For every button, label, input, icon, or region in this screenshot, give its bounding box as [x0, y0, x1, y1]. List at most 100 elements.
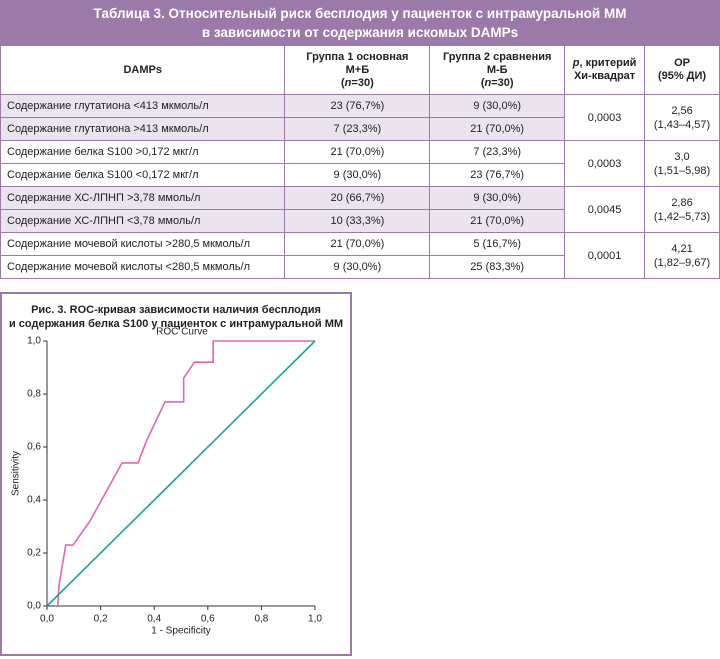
table-cell: 23 (76,7%) — [429, 163, 566, 187]
header-line: Группа 1 основная — [306, 50, 409, 63]
or-line: (1,51–5,98) — [653, 164, 711, 177]
table-row: Содержание белка S100 <0,172 мкг/л 9 (30,… — [0, 163, 720, 187]
header-line: Группа 2 сравнения — [442, 50, 552, 63]
table-cell: Содержание ХС-ЛПНП >3,78 ммоль/л — [0, 186, 286, 210]
table-cell: 9 (30,0%) — [284, 163, 431, 187]
row-group: Содержание глутатиона <413 мкмоль/л 23 (7… — [0, 94, 720, 141]
or-cell: 2,56 (1,43–4,57) — [644, 94, 720, 141]
p-cell: 0,0001 — [564, 232, 646, 279]
header-text: n — [344, 76, 352, 89]
header-line: (95% ДИ) — [657, 70, 707, 82]
table-cell: 9 (30,0%) — [429, 186, 566, 210]
or-line: (1,82–9,67) — [653, 256, 711, 269]
p-cell: 0,0045 — [564, 186, 646, 233]
table-cell: 7 (23,3%) — [284, 117, 431, 141]
or-line: 4,21 — [671, 242, 693, 255]
header-cell: ОР (95% ДИ) — [644, 45, 720, 95]
or-cell: 2,86 (1,42–5,73) — [644, 186, 720, 233]
x-tick-label: 0,0 — [40, 614, 54, 625]
table-row: Содержание глутатиона >413 мкмоль/л 7 (23… — [0, 117, 720, 141]
table-row: Содержание белка S100 >0,172 мкг/л 21 (70… — [0, 140, 720, 187]
table-row: Содержание глутатиона <413 мкмоль/л 23 (7… — [0, 94, 720, 141]
x-tick-label: 0,4 — [147, 614, 161, 625]
or-line: 3,0 — [674, 150, 690, 163]
table-cell: Содержание белка S100 >0,172 мкг/л — [0, 140, 286, 164]
table-cell: 21 (70,0%) — [284, 232, 431, 256]
x-axis-label: 1 - Specificity — [151, 626, 210, 637]
table-cell: Содержание мочевой кислоты >280,5 мкмоль… — [0, 232, 286, 256]
x-tick-label: 0,2 — [94, 614, 108, 625]
p-cell: 0,0003 — [564, 140, 646, 187]
row-group: Содержание белка S100 >0,172 мкг/л 21 (70… — [0, 140, 720, 187]
header-text: ( — [341, 76, 345, 89]
table-cell: 21 (70,0%) — [284, 140, 431, 164]
header-text: ( — [480, 76, 485, 89]
figure: Рис. 3. ROC-кривая зависимости наличия б… — [0, 292, 352, 656]
table-row: Содержание мочевой кислоты >280,5 мкмоль… — [0, 232, 720, 279]
table-cell: Содержание ХС-ЛПНП <3,78 ммоль/л — [0, 209, 286, 233]
x-tick-label: 0,8 — [254, 614, 268, 625]
or-line: (1,42–5,73) — [653, 210, 711, 223]
table-cell: 21 (70,0%) — [429, 209, 566, 233]
chart: Рис. 3. ROC-кривая зависимости наличия б… — [9, 304, 343, 637]
row-group: Содержание ХС-ЛПНП >3,78 ммоль/л 20 (66,7… — [0, 186, 720, 233]
table-cell: 10 (33,3%) — [284, 209, 431, 233]
header-line: (n=30) — [436, 77, 558, 90]
header-cell: Группа 1 основная М+Б (n=30) — [284, 45, 431, 95]
table-row: Содержание ХС-ЛПНП >3,78 ммоль/л 20 (66,7… — [0, 186, 720, 233]
x-tick-label: 0,6 — [201, 614, 215, 625]
plot-title: ROC Curve — [156, 327, 208, 338]
header-cell: p, критерий Хи-квадрат — [564, 45, 646, 95]
table-cell: Содержание мочевой кислоты <280,5 мкмоль… — [0, 255, 286, 279]
table-cell: 20 (66,7%) — [284, 186, 431, 210]
table-cell: 7 (23,3%) — [429, 140, 566, 164]
series-line — [46, 340, 316, 607]
header-row: DAMPs Группа 1 основная М+Б (n=30) Группа 2 … — [0, 45, 720, 95]
figure-caption: и содержания белка S100 у пациенток с ин… — [9, 318, 343, 330]
y-tick-label: 0,4 — [27, 495, 41, 506]
x-tick-label: 1,0 — [308, 614, 322, 625]
table-cell: 25 (83,3%) — [429, 255, 566, 279]
header-line: М-Б — [486, 63, 508, 76]
y-tick-label: 0,0 — [27, 601, 41, 612]
header-line: p, критерий — [571, 57, 638, 70]
header-text: n — [484, 76, 492, 89]
table-cell: Содержание глутатиона >413 мкмоль/л — [0, 117, 286, 141]
or-cell: 4,21 (1,82–9,67) — [644, 232, 720, 279]
row-group: Содержание мочевой кислоты >280,5 мкмоль… — [0, 232, 720, 279]
y-tick-label: 1,0 — [27, 336, 41, 347]
y-tick-label: 0,2 — [27, 548, 41, 559]
table: DAMPs Группа 1 основная М+Б (n=30) Группа 2 … — [0, 45, 720, 279]
header-line: ОР — [674, 57, 690, 69]
or-line: 2,56 — [671, 104, 693, 117]
table-cell: 5 (16,7%) — [429, 232, 566, 256]
table-cell: 23 (76,7%) — [284, 94, 431, 118]
header-line: Хи-квадрат — [573, 70, 636, 82]
table-cell: Содержание глутатиона <413 мкмоль/л — [0, 94, 286, 118]
table-title: Таблица 3. Относительный риск бесплодия … — [0, 0, 720, 45]
table-cell: 9 (30,0%) — [429, 94, 566, 118]
title-line: Таблица 3. Относительный риск бесплодия … — [93, 6, 627, 21]
y-tick-label: 0,6 — [27, 442, 41, 453]
y-tick-label: 0,8 — [27, 389, 41, 400]
y-axis-label: Sensitivity — [11, 451, 22, 496]
figure-caption: Рис. 3. ROC-кривая зависимости наличия б… — [31, 304, 321, 316]
header-text: =30) — [491, 76, 514, 89]
table-row: Содержание мочевой кислоты <280,5 мкмоль… — [0, 255, 720, 279]
table-cell: 9 (30,0%) — [284, 255, 431, 279]
p-cell: 0,0003 — [564, 94, 646, 141]
header-cell: Группа 2 сравнения М-Б (n=30) — [429, 45, 566, 95]
header-line: (n=30) — [291, 77, 423, 90]
or-cell: 3,0 (1,51–5,98) — [644, 140, 720, 187]
header-text: p — [572, 57, 580, 69]
header-cell: DAMPs — [0, 45, 286, 95]
header-line: М+Б — [345, 63, 370, 76]
title-line: в зависимости от содержания искомых DAMP… — [201, 25, 519, 40]
table-cell: 21 (70,0%) — [429, 117, 566, 141]
header-text: , критерий — [579, 57, 637, 69]
table-cell: Содержание белка S100 <0,172 мкг/л — [0, 163, 286, 187]
header-text: =30) — [351, 76, 374, 89]
or-line: 2,86 — [671, 196, 693, 209]
or-line: (1,43–4,57) — [653, 118, 711, 131]
